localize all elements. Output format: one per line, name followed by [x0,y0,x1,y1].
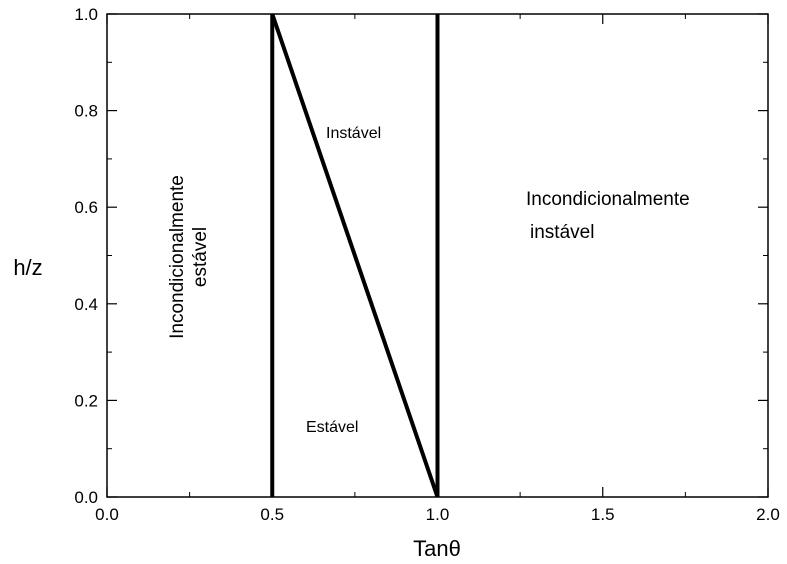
x-tick-label: 0.5 [260,505,284,524]
annotation-unconditionally-stable: Incondicionalmente estável [167,175,211,339]
series-line [270,13,440,498]
x-tick-label: 0.0 [95,505,119,524]
x-tick-label: 2.0 [756,505,780,524]
x-axis-tick-labels: 0.0 0.5 1.0 1.5 2.0 [95,505,780,524]
y-tick-label: 1.0 [74,5,98,24]
y-axis-ticks [107,13,768,498]
y-axis-title: h/z [13,255,42,280]
annotation-unconditionally-stable-line2: estável [190,227,211,287]
y-tick-label: 0.0 [74,488,98,507]
x-axis-title: Tanθ [413,536,461,561]
y-tick-label: 0.8 [74,102,98,121]
y-tick-label: 0.6 [74,198,98,217]
y-tick-label: 0.2 [74,391,98,410]
y-axis-tick-labels: 0.0 0.2 0.4 0.6 0.8 1.0 [74,5,98,507]
annotation-unstable: Instável [326,125,381,142]
x-tick-label: 1.5 [591,505,615,524]
series-layer [270,13,440,498]
annotation-unconditionally-unstable-line2: instável [530,222,594,243]
x-tick-label: 1.0 [426,505,450,524]
y-tick-label: 0.4 [74,295,98,314]
annotation-unconditionally-stable-line1: Incondicionalmente [167,175,188,339]
annotation-stable: Estável [306,419,358,436]
annotation-unconditionally-unstable-line1: Incondicionalmente [526,189,690,210]
